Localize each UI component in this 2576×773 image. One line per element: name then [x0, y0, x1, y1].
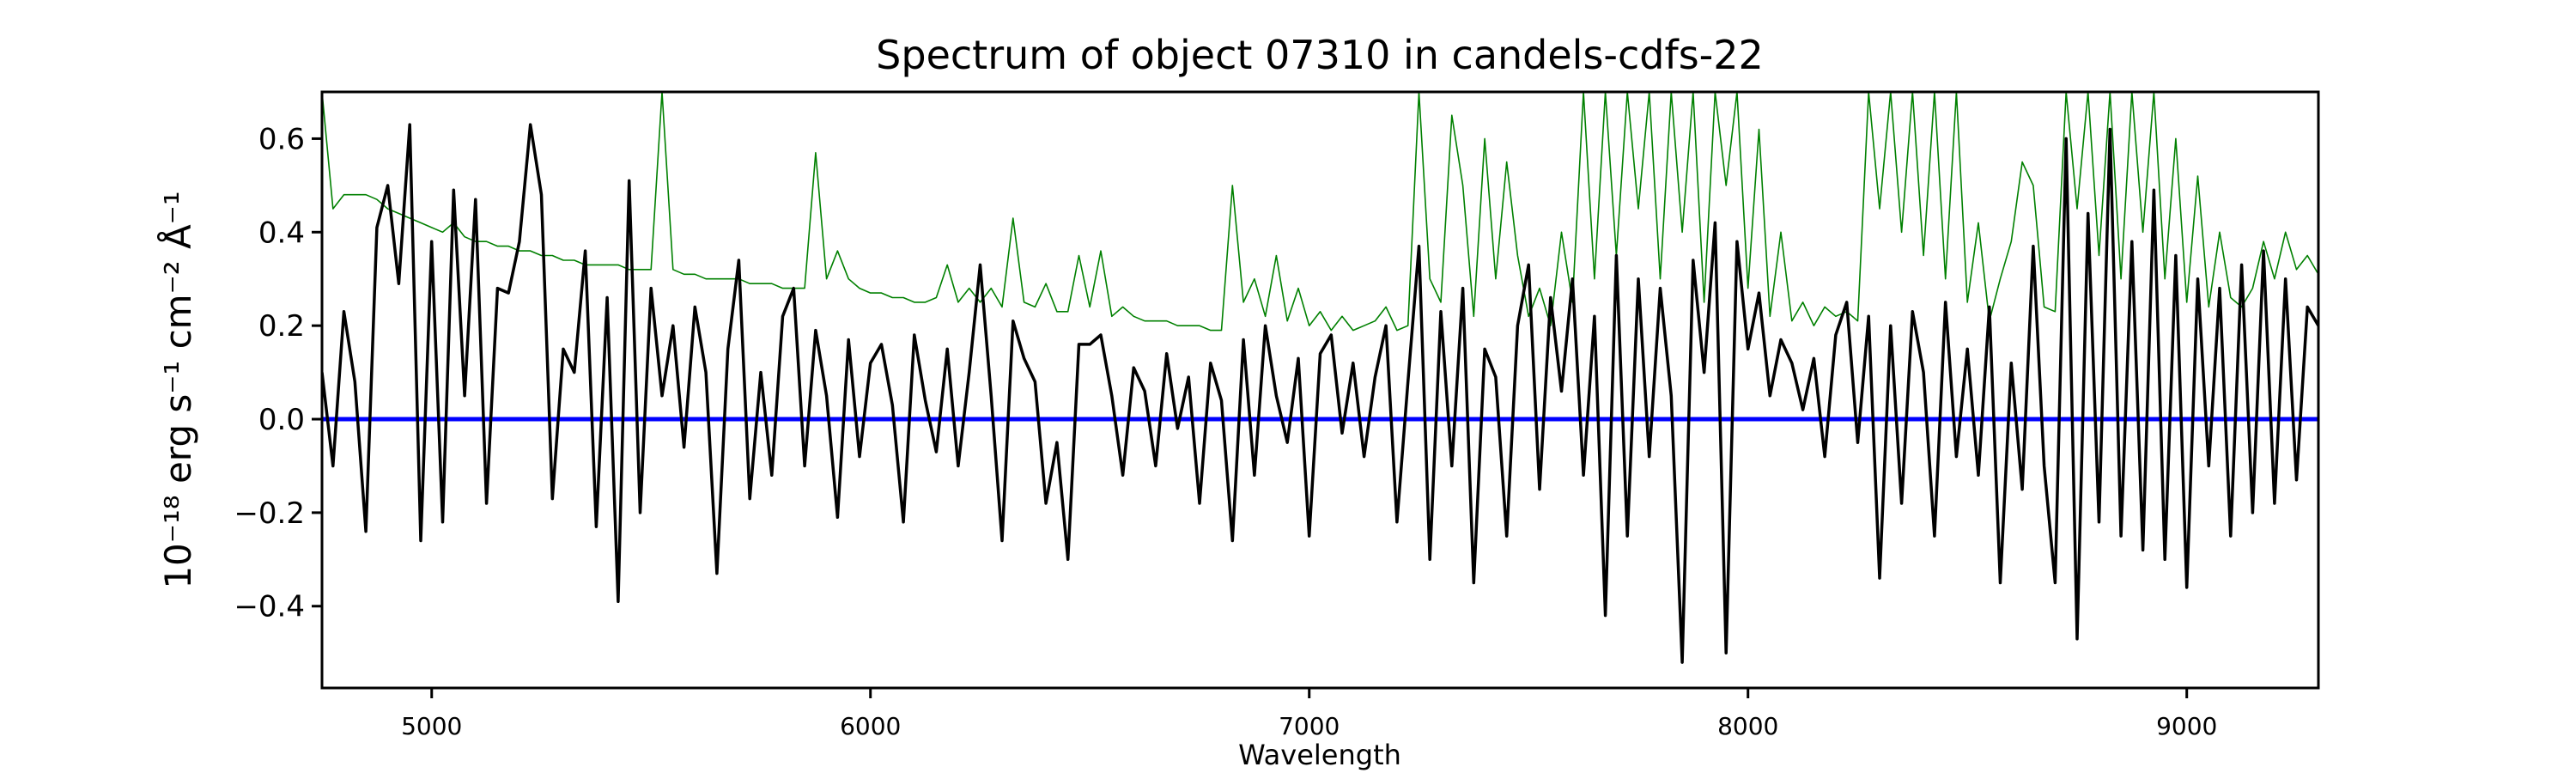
y-tick-label: 0.0 [258, 403, 305, 437]
y-axis-label: 10⁻¹⁸ erg s⁻¹ cm⁻² Å⁻¹ [156, 191, 199, 588]
y-tick-label: −0.2 [234, 496, 305, 531]
y-tick-label: 0.2 [258, 309, 305, 344]
y-tick-label: −0.4 [234, 590, 305, 624]
x-tick-label: 5000 [401, 712, 462, 740]
error-series-line [322, 92, 2318, 332]
y-tick-label: 0.6 [258, 122, 305, 156]
chart-title: Spectrum of object 07310 in candels-cdfs… [876, 32, 1764, 78]
tick-layer: 5000 6000 7000 8000 9000 −0.4 −0.2 0.0 0.2 0.4 0.6 [234, 122, 2217, 740]
x-tick-label: 6000 [840, 712, 901, 740]
x-axis-label: Wavelength [1238, 739, 1401, 771]
flux-series-line [322, 123, 2318, 664]
x-tick-label: 7000 [1279, 712, 1340, 740]
plot-frame [320, 90, 2320, 690]
y-tick-label: 0.4 [258, 216, 305, 250]
series-layer [322, 92, 2318, 664]
x-tick-label: 8000 [1717, 712, 1778, 740]
x-tick-label: 9000 [2156, 712, 2217, 740]
